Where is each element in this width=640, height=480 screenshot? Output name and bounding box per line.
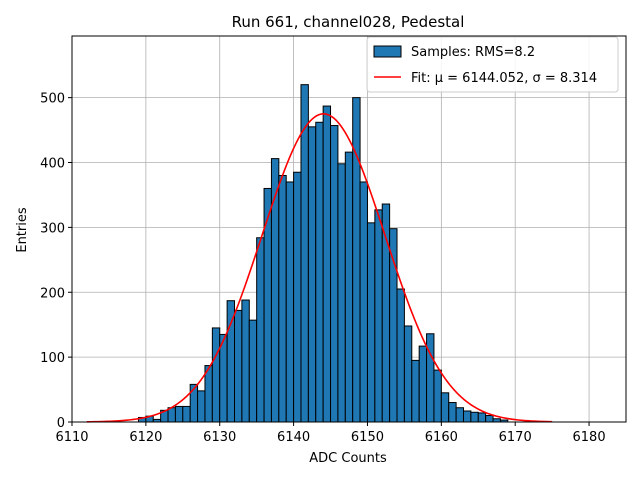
histogram-bar [477,412,487,423]
histogram-bar [344,151,354,423]
histogram-bar [322,105,332,423]
histogram-bar [485,415,494,423]
x-tick-label: 6140 [277,430,310,445]
histogram-bar [182,405,191,423]
x-tick-label: 6110 [55,430,88,445]
x-tick-label: 6180 [573,430,606,445]
legend-histogram-swatch [373,45,402,58]
histogram-bar [300,84,309,423]
y-tick-label: 100 [40,351,65,366]
histogram-bar [278,174,287,423]
histogram-bar [433,369,442,423]
histogram-bar [285,181,295,423]
y-tick-label: 400 [40,157,65,172]
legend-fit-label: Fit: μ = 6144.052, σ = 8.314 [411,71,597,86]
x-tick-label: 6120 [129,430,162,445]
histogram-bar [197,390,206,423]
histogram-bar [403,325,413,423]
histogram-bar [359,181,368,423]
y-tick-label: 300 [40,221,65,236]
histogram-bar [389,228,398,423]
histogram-bar [366,222,376,423]
y-tick-label: 200 [40,286,65,301]
histogram-bar [315,121,324,423]
histogram-bar [167,407,176,423]
histogram-bar [462,410,472,423]
histogram-bar [396,288,405,423]
chart-title: Run 661, channel028, Pedestal [232,13,465,31]
y-tick-label: 0 [57,416,65,431]
x-axis-ticks: 6110 6120 6130 6140 6150 6160 6170 6180 [55,422,606,445]
histogram-bar [174,405,184,423]
legend-box [366,36,619,93]
histogram-bar [248,319,258,423]
histogram-bar [330,125,339,423]
histogram-bar [337,163,346,423]
x-tick-label: 6150 [351,430,384,445]
histogram-bar [418,345,428,423]
x-tick-label: 6170 [499,430,532,445]
histogram-bar [455,407,464,423]
histogram-bar [293,171,302,423]
x-tick-label: 6130 [203,430,236,445]
histogram-bar [241,299,250,423]
histogram-bar [411,359,420,423]
histogram-bar [307,126,317,423]
histogram-bar [211,327,221,423]
legend-histogram-label: Samples: RMS=8.2 [411,45,535,60]
histogram-bar [440,392,450,423]
histogram-bar [204,365,213,423]
histogram-bar [448,402,457,423]
y-tick-label: 500 [40,92,65,107]
legend: Samples: RMS=8.2 Fit: μ = 6144.052, σ = … [366,36,619,93]
plot-frame [71,35,627,423]
x-axis-label: ADC Counts [309,451,387,466]
y-axis-ticks: 0 100 200 300 400 500 [40,92,72,431]
x-tick-label: 6160 [425,430,458,445]
histogram-bar [352,97,361,423]
fit-curve [86,113,553,423]
y-axis-label: Entries [15,207,30,253]
histogram-bar [374,209,383,423]
histogram-bar [234,309,243,423]
histogram-bar [470,411,479,423]
histogram-bar [256,237,265,423]
histogram-bar [189,383,199,423]
